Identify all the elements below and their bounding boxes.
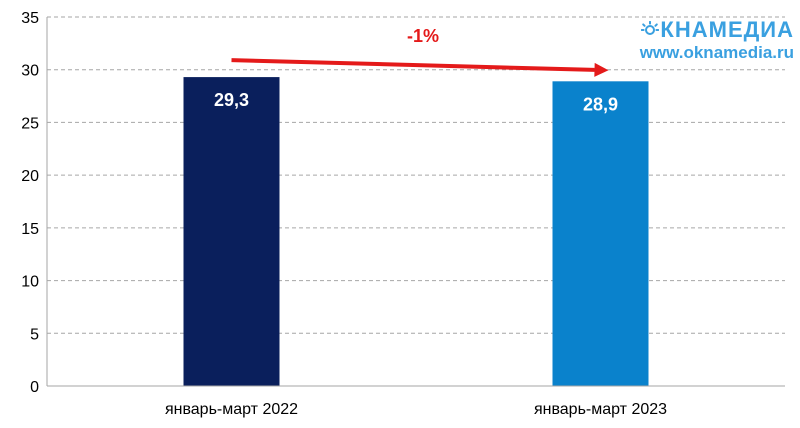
y-tick-label: 30	[21, 63, 39, 80]
y-tick-label: 10	[21, 274, 39, 291]
category-labels: январь-март 2022 январь-март 2023	[165, 401, 667, 418]
x-category-label: январь-март 2022	[165, 401, 298, 418]
y-tick-label: 35	[21, 10, 39, 27]
bars: 29,3 28,9	[183, 77, 649, 386]
y-tick-label: 0	[30, 379, 39, 396]
y-tick-label: 15	[21, 221, 39, 238]
change-arrowhead	[594, 62, 609, 77]
change-label: -1%	[407, 26, 439, 46]
y-axis-ticks: 0 5 10 15 20 25 30 35	[21, 10, 39, 396]
y-tick-label: 5	[30, 326, 39, 343]
logo-name: КНАМЕДИА	[604, 18, 794, 42]
bar-value-label: 28,9	[583, 94, 618, 114]
sun-icon	[641, 20, 660, 38]
logo-name-text: КНАМЕДИА	[660, 17, 794, 42]
bar	[552, 81, 649, 386]
y-tick-label: 25	[21, 115, 39, 132]
gridlines	[47, 16, 785, 334]
change-arrow-line	[231, 58, 595, 72]
y-tick-label: 20	[21, 168, 39, 185]
x-category-label: январь-март 2023	[534, 401, 667, 418]
change-annotation: -1%	[231, 26, 609, 77]
logo: КНАМЕДИА www.oknamedia.ru	[604, 18, 794, 64]
axes	[46, 17, 785, 387]
bar-value-label: 29,3	[214, 90, 249, 110]
logo-url: www.oknamedia.ru	[639, 43, 794, 62]
bar	[183, 77, 280, 386]
